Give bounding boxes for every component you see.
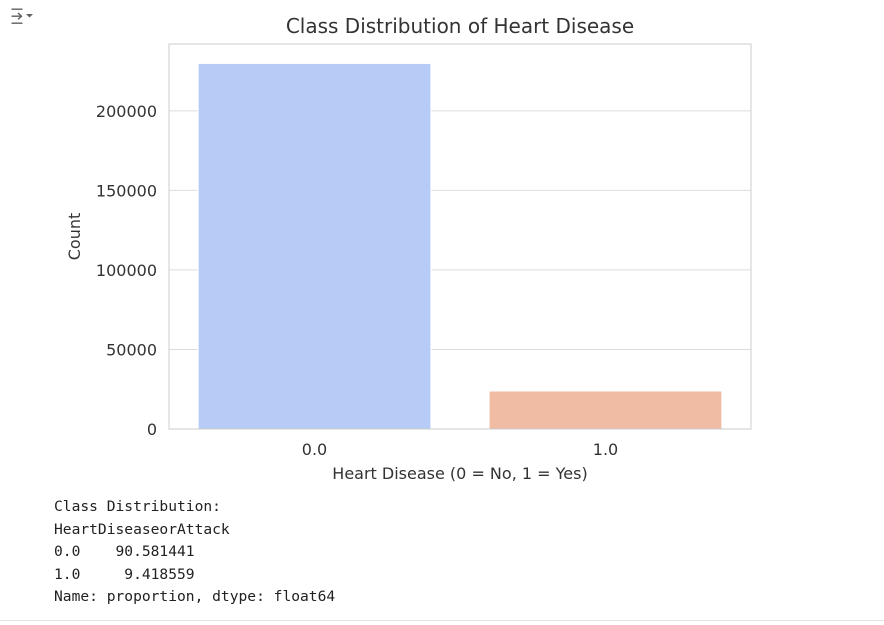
- x-axis-label: Heart Disease (0 = No, 1 = Yes): [332, 464, 587, 483]
- y-tick-label: 100000: [96, 261, 157, 280]
- y-tick-label: 200000: [96, 102, 157, 121]
- bar-chart: 0 50000 100000 150000 200000 0.0 1.0 Class Di…: [65, 14, 752, 483]
- y-tick-label: 150000: [96, 181, 157, 200]
- plot-frame: [168, 43, 752, 430]
- y-axis-label: Count: [65, 213, 84, 261]
- y-tick-labels: 0 50000 100000 150000 200000: [96, 102, 157, 439]
- output-line-row-1: 1.0 9.418559: [54, 565, 195, 583]
- bar-0.0: [197, 62, 432, 430]
- x-tick-label: 1.0: [593, 440, 618, 459]
- output-line-dtype: Name: proportion, dtype: float64: [54, 588, 336, 605]
- x-tick-labels: 0.0 1.0: [302, 440, 618, 459]
- chart-svg: 0 50000 100000 150000 200000 0.0 1.0 Class Di…: [65, 14, 752, 483]
- collapse-output-icon[interactable]: [8, 4, 38, 30]
- cell-output-text: Class Distribution: HeartDiseaseorAttack 0…: [54, 496, 335, 609]
- x-tick-label: 0.0: [302, 440, 327, 459]
- output-line-series-name: HeartDiseaseorAttack: [54, 520, 230, 538]
- bar-1.0: [488, 390, 723, 430]
- y-tick-label: 50000: [106, 340, 157, 359]
- cell-divider: [0, 620, 884, 621]
- chart-title: Class Distribution of Heart Disease: [286, 14, 634, 38]
- y-tick-label: 0: [147, 420, 157, 439]
- output-line-row-0: 0.0 90.581441: [54, 543, 195, 560]
- output-line-header: Class Distribution:: [54, 498, 221, 515]
- bars: [197, 62, 723, 430]
